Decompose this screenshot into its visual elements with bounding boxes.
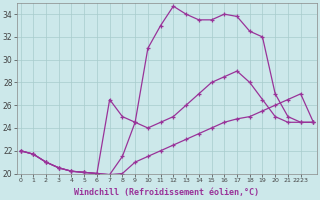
X-axis label: Windchill (Refroidissement éolien,°C): Windchill (Refroidissement éolien,°C) <box>75 188 260 197</box>
